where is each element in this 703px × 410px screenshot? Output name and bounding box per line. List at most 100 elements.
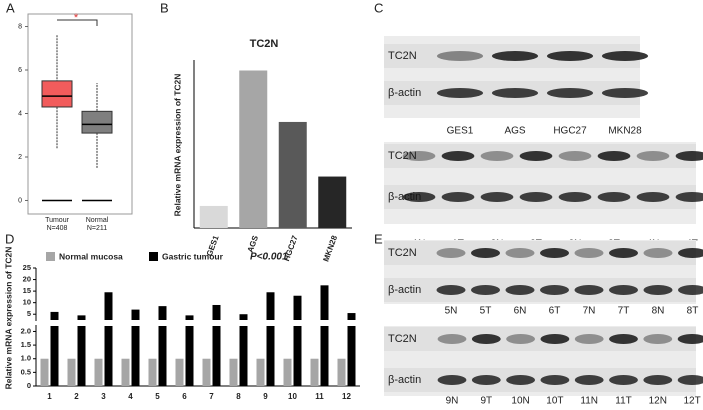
band xyxy=(437,334,467,344)
band xyxy=(546,51,594,61)
x-tick-label: Normal xyxy=(86,217,109,224)
row-strip xyxy=(384,327,696,351)
bar xyxy=(239,314,248,320)
bar-lower xyxy=(158,326,167,386)
sample-size: N=408 xyxy=(47,225,68,232)
band xyxy=(436,248,466,258)
band xyxy=(574,285,604,295)
band xyxy=(677,375,703,385)
legend-label: Gastric tumour xyxy=(162,251,224,261)
row-label: β-actin xyxy=(388,284,421,296)
band xyxy=(471,248,500,258)
band xyxy=(491,51,539,61)
band xyxy=(471,375,501,385)
lane-label: 10N xyxy=(511,396,529,407)
band xyxy=(480,151,514,161)
bar xyxy=(185,315,194,320)
annotation: P<0.001 xyxy=(250,252,288,263)
y-tick-label: 2 xyxy=(18,154,22,161)
band xyxy=(643,285,673,295)
band xyxy=(436,51,484,61)
y-tick-label: 1.0 xyxy=(21,354,31,363)
band xyxy=(491,88,539,98)
band xyxy=(597,192,631,202)
y-tick-label: 8 xyxy=(18,23,22,30)
band xyxy=(643,248,673,258)
bar-lower xyxy=(347,326,356,386)
y-tick-label: 0 xyxy=(27,381,31,390)
y-tick-label: 2.0 xyxy=(21,326,31,335)
bar xyxy=(337,358,346,386)
x-tick-label: 11 xyxy=(315,392,324,401)
x-tick-label: 4 xyxy=(128,392,133,401)
bar-lower xyxy=(266,326,275,386)
legend-label: Normal mucosa xyxy=(59,251,123,261)
lane-label: 11N xyxy=(580,396,598,407)
band xyxy=(675,151,703,161)
band xyxy=(601,51,649,61)
row-strip xyxy=(384,241,696,265)
x-tick-label: MKN28 xyxy=(321,234,339,263)
band xyxy=(643,375,673,385)
band xyxy=(540,248,569,258)
row-label: β-actin xyxy=(388,87,421,99)
lane-label: 9T xyxy=(480,396,492,407)
bar xyxy=(50,311,59,320)
bar xyxy=(293,295,302,320)
band xyxy=(471,334,501,344)
band xyxy=(505,248,535,258)
bar xyxy=(202,358,211,386)
band xyxy=(609,248,638,258)
band xyxy=(609,285,638,295)
band xyxy=(437,375,467,385)
lane-label: 5T xyxy=(480,306,492,317)
bar-lower xyxy=(239,326,248,386)
lane-label: 12T xyxy=(683,396,700,407)
band xyxy=(540,334,570,344)
lane-label: 6T xyxy=(549,306,561,317)
band xyxy=(636,192,670,202)
band xyxy=(675,192,703,202)
lane-label: 7N xyxy=(583,306,596,317)
bar xyxy=(266,292,275,320)
panel-label: B xyxy=(160,0,169,15)
band xyxy=(441,192,475,202)
lane-label: HGC27 xyxy=(553,126,587,137)
bar xyxy=(77,315,86,320)
panel-label: C xyxy=(374,0,383,15)
bar xyxy=(278,121,307,228)
band xyxy=(601,88,649,98)
band xyxy=(677,334,703,344)
chart-title: TC2N xyxy=(250,38,279,50)
y-axis-label: Relative mRNA expression of TC2N xyxy=(3,247,13,390)
lane-label: 11T xyxy=(615,396,632,407)
band xyxy=(574,334,604,344)
y-tick-label: 6 xyxy=(18,67,22,74)
x-tick-label: 5 xyxy=(155,392,160,401)
plot-frame xyxy=(27,13,133,215)
x-tick-label: 1 xyxy=(47,392,52,401)
lane-label: 8T xyxy=(687,306,699,317)
band xyxy=(678,248,703,258)
bar-lower xyxy=(131,326,140,386)
bar xyxy=(256,358,265,386)
bar xyxy=(229,358,238,386)
lane-label: 9N xyxy=(446,396,459,407)
bar xyxy=(310,358,319,386)
row-label: TC2N xyxy=(388,333,417,345)
y-tick-label: 0 xyxy=(18,197,22,204)
bar-lower xyxy=(50,326,59,386)
bar-lower xyxy=(212,326,221,386)
bar xyxy=(40,358,49,386)
x-tick-label: 12 xyxy=(342,392,351,401)
bar-lower xyxy=(320,326,329,386)
lane-label: 12N xyxy=(649,396,667,407)
bar-lower xyxy=(293,326,302,386)
bar xyxy=(347,313,356,320)
bar-lower xyxy=(185,326,194,386)
bar xyxy=(318,176,347,228)
x-tick-label: 2 xyxy=(74,392,79,401)
band xyxy=(546,88,594,98)
band xyxy=(480,192,514,202)
